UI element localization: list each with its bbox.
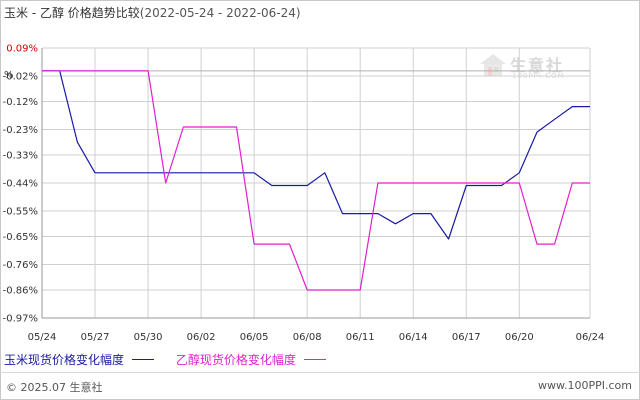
- x-tick-label: 06/20: [505, 332, 534, 343]
- y-tick-label: -0.86%: [3, 285, 38, 296]
- y-tick-labels: 0.09% -0.02% -0.12% -0.23% -0.33% -0.44% -0.55…: [3, 44, 38, 325]
- x-tick-label: 06/08: [293, 332, 322, 343]
- x-tick-labels: 05/24 05/27 05/30 06/02 06/05 06/08 06/11 06/14…: [28, 332, 605, 343]
- y-tick-label: -0.23%: [3, 125, 38, 136]
- x-tick-label: 06/05: [240, 332, 269, 343]
- x-tick-label: 06/24: [576, 332, 605, 343]
- x-tick-label: 06/11: [346, 332, 375, 343]
- x-tick-label: 06/14: [399, 332, 428, 343]
- legend: 玉米现货价格变化幅度 乙醇现货价格变化幅度: [4, 351, 344, 368]
- series-layer: [42, 70, 590, 291]
- footer-divider: [0, 372, 640, 373]
- legend-swatch-series-2: [303, 359, 326, 360]
- watermark-logo-icon: [480, 54, 506, 76]
- y-unit-label: %: [4, 70, 14, 81]
- x-tick-label: 06/17: [452, 332, 481, 343]
- y-tick-label: -0.65%: [3, 232, 38, 243]
- legend-swatch-series-1: [132, 359, 155, 360]
- footer-site-link[interactable]: www.100PPI.com: [538, 379, 632, 392]
- y-tick-label: -0.33%: [3, 150, 38, 161]
- chart-title-range: (2022-05-24 - 2022-06-24): [139, 6, 301, 20]
- y-tick-label: -0.55%: [3, 207, 38, 218]
- x-tick-label: 05/30: [134, 332, 163, 343]
- y-tick-label: 0.09%: [6, 44, 38, 55]
- series-line-1: [42, 70, 590, 240]
- y-tick-label: -0.12%: [3, 97, 38, 108]
- x-tick-label: 05/24: [28, 332, 57, 343]
- legend-item-series-1: 玉米现货价格变化幅度: [4, 351, 155, 368]
- footer-copyright: © 2025.07 生意社: [6, 381, 103, 394]
- y-tick-label: -0.97%: [3, 314, 38, 325]
- legend-label-series-2: 乙醇现货价格变化幅度: [175, 353, 296, 367]
- legend-label-series-1: 玉米现货价格变化幅度: [4, 353, 125, 367]
- x-tick-label: 05/27: [81, 332, 110, 343]
- chart-title: 玉米 - 乙醇 价格趋势比较(2022-05-24 - 2022-06-24): [4, 4, 301, 21]
- chart-title-main: 玉米 - 乙醇 价格趋势比较: [4, 6, 140, 20]
- y-tick-label: -0.02%: [3, 72, 38, 83]
- legend-item-series-2: 乙醇现货价格变化幅度: [176, 351, 326, 368]
- y-tick-label: -0.44%: [3, 179, 38, 190]
- x-tick-label: 06/02: [187, 332, 216, 343]
- watermark-cn: 生意社: [510, 56, 565, 75]
- series-line-2: [42, 70, 590, 291]
- y-tick-label: -0.76%: [3, 260, 38, 271]
